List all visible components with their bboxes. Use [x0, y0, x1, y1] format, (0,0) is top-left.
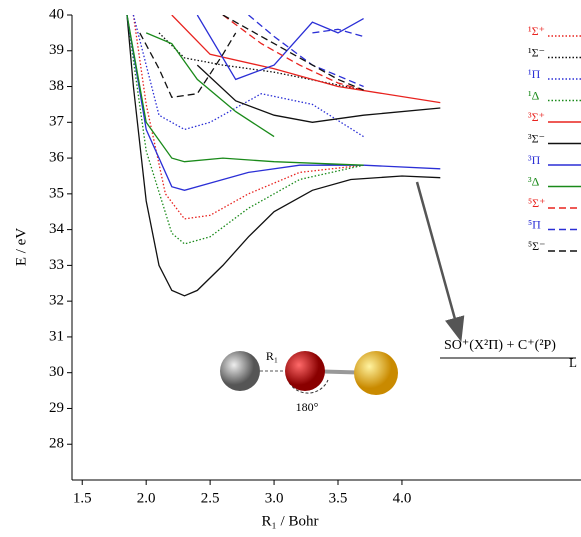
y-tick-label: 33 [49, 257, 64, 273]
legend-label: ⁵Σ⁺ [528, 196, 546, 210]
legend-label: ³Π [528, 153, 541, 167]
y-tick-label: 32 [49, 293, 64, 309]
legend-label: ³Σ⁻ [528, 131, 545, 145]
legend-label: ¹Σ⁻ [528, 45, 545, 59]
curve [126, 15, 364, 166]
plot-area [126, 15, 441, 297]
y-tick-label: 29 [49, 400, 64, 416]
legend-label: ³Σ⁺ [528, 110, 545, 124]
x-tick-label: 4.0 [393, 490, 412, 506]
y-tick-label: 30 [49, 364, 64, 380]
annotation: SO⁺(X²Π) + C⁺(²P) [444, 338, 556, 353]
y-tick-label: 34 [49, 221, 65, 237]
curve [158, 32, 364, 91]
curve [171, 15, 441, 104]
curve [126, 15, 364, 245]
angle-label: 180° [296, 400, 319, 414]
x-axis-label: R₁ / Bohr [262, 513, 319, 529]
x-tick-label: 2.0 [137, 490, 156, 506]
y-tick-label: 39 [49, 42, 64, 58]
annotation: L [569, 355, 577, 370]
legend-label: ⁵Σ⁻ [528, 239, 546, 253]
x-tick-label: 3.0 [265, 490, 284, 506]
atom-o [285, 351, 325, 391]
legend-label: ¹Δ [528, 88, 540, 102]
legend-label: ¹Σ⁺ [528, 24, 545, 38]
y-tick-label: 28 [49, 436, 64, 452]
x-tick-label: 3.5 [329, 490, 348, 506]
x-tick-label: 1.5 [73, 490, 92, 506]
y-tick-label: 35 [49, 185, 64, 201]
curve [132, 15, 364, 220]
legend-label: ³Δ [528, 174, 540, 188]
x-tick-label: 2.5 [201, 490, 220, 506]
curve [126, 15, 441, 191]
curve [126, 15, 441, 297]
curve [222, 15, 364, 91]
arrow [415, 181, 465, 343]
curve [132, 15, 364, 138]
legend-label: ⁵Π [528, 217, 541, 231]
legend-label: ¹Π [528, 67, 541, 81]
r1-label: R₁ [266, 349, 278, 363]
y-tick-label: 31 [49, 328, 64, 344]
curve [139, 15, 364, 99]
y-tick-label: 37 [49, 114, 65, 130]
y-axis-label: E / eV [13, 228, 29, 266]
y-tick-label: 38 [49, 78, 64, 94]
atom-s [354, 351, 398, 395]
y-tick-label: 40 [49, 6, 64, 22]
molecule: R₁ 180° [220, 349, 398, 414]
curve [248, 15, 364, 88]
atom-c [220, 351, 260, 391]
y-tick-label: 36 [49, 150, 65, 166]
legend [548, 35, 581, 252]
